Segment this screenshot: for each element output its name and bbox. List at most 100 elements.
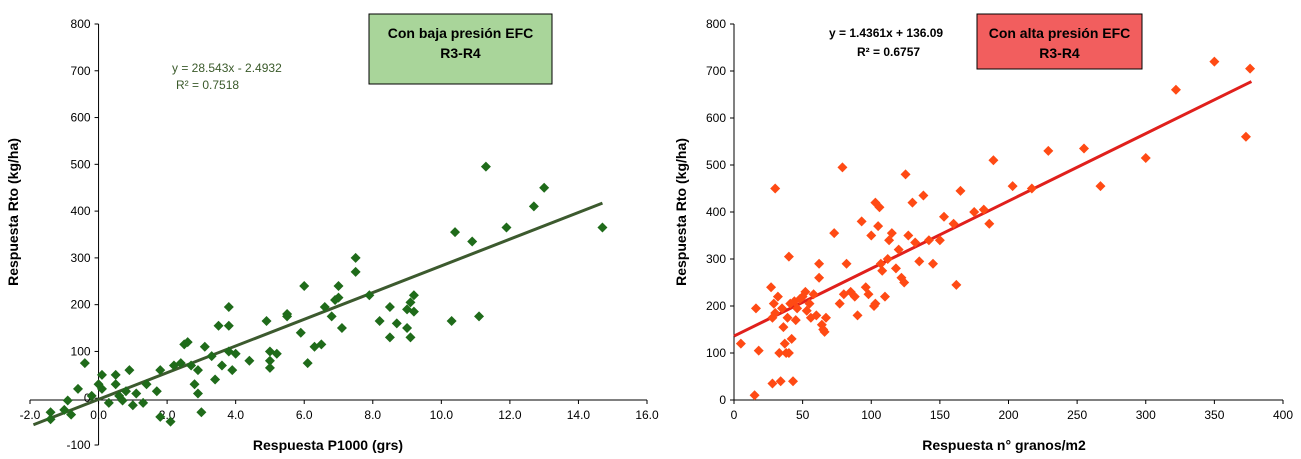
data-point (227, 365, 238, 376)
data-point (951, 279, 962, 290)
data-point (364, 290, 375, 301)
data-point (984, 218, 995, 229)
data-point (333, 280, 344, 291)
data-point (900, 169, 911, 180)
data-point (849, 291, 860, 302)
data-point (216, 360, 227, 371)
data-point (804, 298, 815, 309)
data-point (899, 277, 910, 288)
data-point (264, 362, 275, 373)
data-point (814, 272, 825, 283)
data-point (213, 320, 224, 331)
data-point (749, 390, 760, 401)
x-tick-label: 12.0 (498, 408, 522, 422)
data-point (772, 291, 783, 302)
data-point (923, 235, 934, 246)
data-point (873, 221, 884, 232)
x-tick-label: 16.0 (635, 408, 659, 422)
data-point (1209, 56, 1220, 67)
data-point (907, 197, 918, 208)
x-tick-label: -2.0 (20, 408, 41, 422)
data-point (782, 312, 793, 323)
data-point (866, 230, 877, 241)
data-point (788, 376, 799, 387)
data-point (282, 309, 293, 320)
points-layer (45, 161, 608, 427)
data-point (800, 286, 811, 297)
data-point (295, 327, 306, 338)
data-point (792, 303, 803, 314)
data-point (882, 254, 893, 264)
data-point (938, 211, 949, 222)
data-point (777, 303, 788, 314)
data-point (837, 162, 848, 173)
x-tick-label: 150 (930, 408, 950, 422)
data-point (199, 341, 210, 352)
axes: 0 100 200 300 400 500 600 700 800 0 50 100 150 200 250… (706, 17, 1293, 422)
data-point (408, 306, 419, 317)
data-point (223, 320, 234, 331)
data-point (1240, 131, 1251, 142)
y-tick-label: 300 (706, 252, 726, 266)
data-point (96, 369, 107, 380)
y-tick-label: 0 (719, 393, 726, 407)
data-point (467, 236, 478, 247)
data-point (72, 383, 83, 394)
data-point (196, 407, 207, 418)
data-point (336, 323, 347, 334)
data-point (870, 298, 881, 309)
x-tick-label: 50 (796, 408, 810, 422)
data-point (374, 316, 385, 327)
data-point (110, 379, 121, 390)
data-point (402, 323, 413, 334)
data-point (778, 322, 789, 333)
x-tick-label: 300 (1136, 408, 1156, 422)
data-point (753, 345, 764, 356)
data-point (151, 386, 162, 397)
data-point (350, 252, 361, 263)
trendline (32, 201, 603, 427)
data-point (192, 388, 203, 399)
data-point (189, 379, 200, 390)
r-squared-label: R² = 0.6757 (857, 45, 920, 59)
data-point (261, 316, 272, 327)
y-tick-label: 800 (706, 17, 726, 31)
data-point (770, 308, 781, 319)
data-point (969, 207, 980, 217)
trendline-layer (32, 201, 603, 427)
data-point (750, 303, 761, 314)
x-tick-label: 0.0 (90, 408, 107, 422)
data-point (886, 228, 897, 239)
data-point (155, 411, 166, 422)
x-tick-label: 400 (1273, 408, 1293, 422)
data-point (408, 290, 419, 301)
data-point (841, 258, 852, 269)
data-point (326, 311, 337, 322)
data-point (903, 230, 914, 241)
data-point (206, 351, 217, 362)
data-point (66, 409, 77, 420)
data-point (1140, 152, 1151, 163)
annotation-box (976, 13, 1143, 70)
data-point (767, 378, 778, 389)
data-point (165, 416, 176, 427)
x-tick-label: 0 (731, 408, 738, 422)
x-tick-label: 14.0 (567, 408, 591, 422)
data-point (186, 360, 197, 371)
y-tick-label: 500 (706, 158, 726, 172)
data-point (384, 302, 395, 313)
data-point (391, 318, 402, 329)
data-point (779, 338, 790, 349)
data-point (1007, 181, 1018, 192)
data-point (879, 291, 890, 302)
data-point (852, 310, 863, 321)
data-point (405, 297, 416, 308)
data-point (768, 298, 779, 309)
data-point (811, 310, 822, 321)
annotation-line-1: Con alta presión EFC (989, 25, 1131, 41)
y-tick-label: 600 (71, 111, 91, 125)
data-point (110, 369, 121, 380)
data-point (405, 332, 416, 343)
